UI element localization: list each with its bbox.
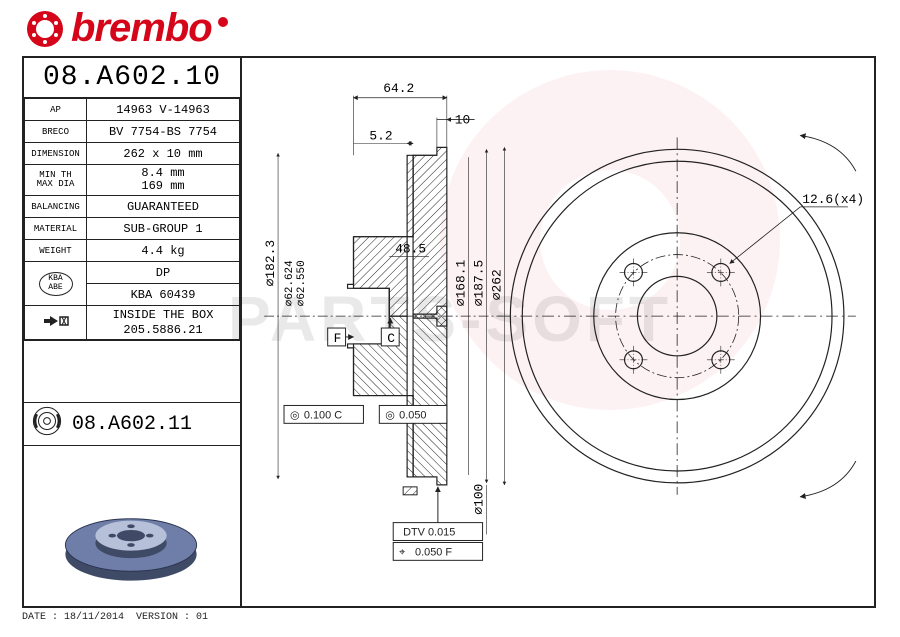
spec-val: KBA 60439 xyxy=(87,284,240,306)
spec-val-minth: 8.4 mm xyxy=(141,166,184,180)
technical-drawing: 64.2 10 5.2 48.5 F xyxy=(242,58,878,606)
spec-key: DIMENSION xyxy=(25,143,87,165)
brembo-logo-disc-icon xyxy=(25,9,65,49)
svg-text:0.100 C: 0.100 C xyxy=(304,409,342,421)
spec-row-dimension: DIMENSION 262 x 10 mm xyxy=(25,143,240,165)
svg-text:0.050: 0.050 xyxy=(399,409,426,421)
part-number: 08.A602.10 xyxy=(24,58,240,98)
datum-f: F xyxy=(328,328,354,346)
alt-part-number: 08.A602.11 xyxy=(72,413,192,436)
svg-text:C: C xyxy=(387,331,395,346)
inside-box-label: INSIDE THE BOX xyxy=(113,308,214,322)
spec-key: WEIGHT xyxy=(25,240,87,262)
brembo-logo: brembo xyxy=(25,6,228,51)
spec-row-kba: KBAABE DP xyxy=(25,262,240,284)
spec-key: BRECO xyxy=(25,121,87,143)
brembo-logo-dot-icon xyxy=(218,17,228,27)
front-face-view: 12.6(x4) xyxy=(498,135,864,496)
svg-text:⌀168.1: ⌀168.1 xyxy=(454,259,469,306)
dim-5-2: 5.2 xyxy=(369,128,392,143)
bolt-hole-callout: 12.6(x4) xyxy=(730,192,864,264)
spec-val: 8.4 mm 169 mm xyxy=(87,165,240,196)
spec-row-balancing: BALANCING GUARANTEED xyxy=(25,196,240,218)
dim-10: 10 xyxy=(455,113,470,128)
spec-val: GUARANTEED xyxy=(87,196,240,218)
gdt-dtv: DTV 0.015 ⌖ 0.050 F xyxy=(393,487,482,560)
spec-row-minth-maxdia: MIN THMAX DIA 8.4 mm 169 mm xyxy=(25,165,240,196)
spec-row-material: MATERIAL SUB-GROUP 1 xyxy=(25,218,240,240)
spec-val-maxdia: 169 mm xyxy=(141,179,184,193)
svg-text:12.6(x4): 12.6(x4) xyxy=(802,192,864,207)
svg-text:◎: ◎ xyxy=(385,409,395,421)
spec-row-breco: BRECO BV 7754-BS 7754 xyxy=(25,121,240,143)
drawing-sheet: PARTS-SOFT brembo 08.A602.10 AP 14963 V-… xyxy=(0,0,900,637)
svg-text:⌀62.624: ⌀62.624 xyxy=(284,260,296,306)
spec-val: DP xyxy=(87,262,240,284)
spec-row-ap: AP 14963 V-14963 xyxy=(25,99,240,121)
footer-version: 01 xyxy=(196,612,208,623)
spec-val: 14963 V-14963 xyxy=(87,99,240,121)
spec-key: KBAABE xyxy=(25,262,87,306)
inside-box-number: 205.5886.21 xyxy=(123,323,202,337)
svg-text:⌀187.5: ⌀187.5 xyxy=(472,260,487,306)
alt-part-row: 08.A602.11 xyxy=(24,402,240,446)
spec-key: MATERIAL xyxy=(25,218,87,240)
dim-64-2: 64.2 xyxy=(383,81,414,96)
spec-val: SUB-GROUP 1 xyxy=(87,218,240,240)
spec-key: BALANCING xyxy=(25,196,87,218)
svg-text:⌀262: ⌀262 xyxy=(489,269,504,300)
spec-row-weight: WEIGHT 4.4 kg xyxy=(25,240,240,262)
svg-text:0.050 F: 0.050 F xyxy=(415,546,452,558)
gdt-frames: ◎ 0.100 C ◎ 0.050 xyxy=(284,405,447,423)
spec-val: 262 x 10 mm xyxy=(87,143,240,165)
dim-48-5: 48.5 xyxy=(395,242,426,257)
spec-val: 4.4 kg xyxy=(87,240,240,262)
svg-text:⌀182.3: ⌀182.3 xyxy=(263,240,278,286)
svg-text:F: F xyxy=(334,331,342,346)
brake-icon xyxy=(30,404,64,445)
svg-text:⌖: ⌖ xyxy=(399,546,405,558)
side-section-view: 64.2 10 5.2 48.5 F xyxy=(263,81,504,561)
disc-3d-render xyxy=(56,500,206,596)
svg-text:⌀62.550: ⌀62.550 xyxy=(296,260,308,306)
spec-table: AP 14963 V-14963 BRECO BV 7754-BS 7754 D… xyxy=(24,98,240,340)
svg-text:◎: ◎ xyxy=(290,409,300,421)
spec-val: INSIDE THE BOX 205.5886.21 xyxy=(87,306,240,340)
footer: DATE : 18/11/2014 VERSION : 01 xyxy=(22,612,208,623)
spec-panel: 08.A602.10 AP 14963 V-14963 BRECO BV 775… xyxy=(24,58,242,606)
brembo-logo-text: brembo xyxy=(71,6,212,51)
main-frame: 08.A602.10 AP 14963 V-14963 BRECO BV 775… xyxy=(22,56,876,608)
bolt-icon xyxy=(25,306,87,340)
svg-text:DTV 0.015: DTV 0.015 xyxy=(403,527,455,539)
spec-gap xyxy=(24,340,240,402)
spec-key: MIN THMAX DIA xyxy=(25,165,87,196)
spec-row-inside-box: INSIDE THE BOX 205.5886.21 xyxy=(25,306,240,340)
spec-val: BV 7754-BS 7754 xyxy=(87,121,240,143)
spec-key: AP xyxy=(25,99,87,121)
footer-date: 18/11/2014 xyxy=(64,612,124,623)
svg-text:⌀100: ⌀100 xyxy=(472,484,487,515)
